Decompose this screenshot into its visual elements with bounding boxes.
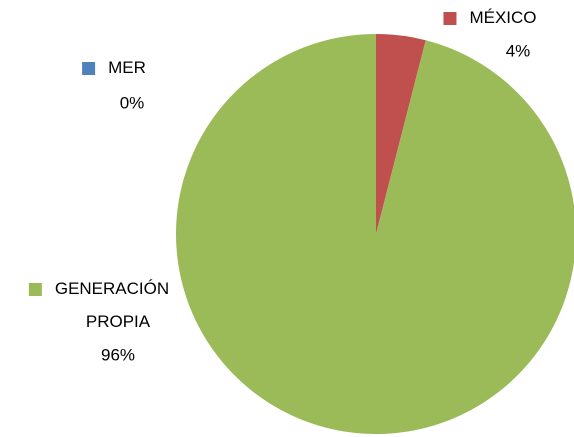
category-label: GENERACIÓN PROPIA <box>55 279 169 331</box>
category-label: MER <box>108 58 146 77</box>
category-label: MÉXICO <box>469 8 536 27</box>
pie-slice <box>376 34 426 234</box>
legend-key <box>443 12 457 25</box>
value-label: 96% <box>101 345 135 364</box>
value-label: 0% <box>120 93 145 112</box>
pie-slice <box>176 34 574 434</box>
legend-key <box>82 62 96 75</box>
value-label: 4% <box>506 41 531 60</box>
legend-key <box>28 283 42 296</box>
